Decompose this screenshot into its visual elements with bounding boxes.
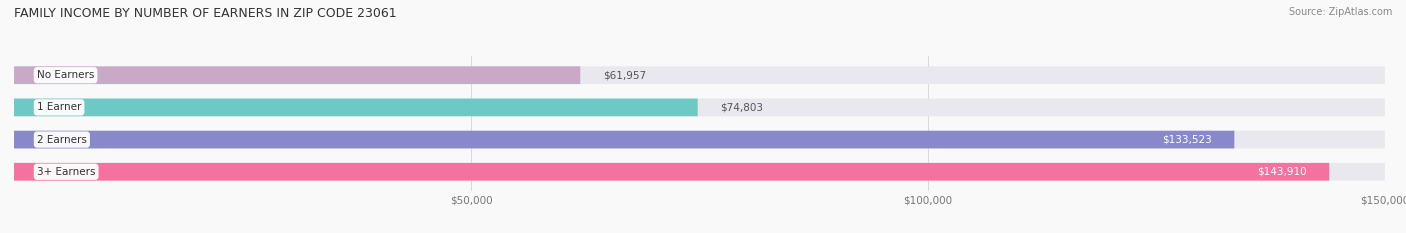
Text: 1 Earner: 1 Earner: [37, 102, 82, 112]
FancyBboxPatch shape: [14, 99, 1385, 116]
Text: $143,910: $143,910: [1257, 167, 1306, 177]
FancyBboxPatch shape: [14, 66, 581, 84]
FancyBboxPatch shape: [14, 131, 1385, 148]
Text: 2 Earners: 2 Earners: [37, 135, 87, 145]
FancyBboxPatch shape: [14, 163, 1385, 181]
Text: $74,803: $74,803: [720, 102, 763, 112]
FancyBboxPatch shape: [14, 131, 1234, 148]
FancyBboxPatch shape: [14, 163, 1329, 181]
Text: FAMILY INCOME BY NUMBER OF EARNERS IN ZIP CODE 23061: FAMILY INCOME BY NUMBER OF EARNERS IN ZI…: [14, 7, 396, 20]
FancyBboxPatch shape: [14, 66, 1385, 84]
Text: 3+ Earners: 3+ Earners: [37, 167, 96, 177]
Text: $133,523: $133,523: [1161, 135, 1212, 145]
Text: No Earners: No Earners: [37, 70, 94, 80]
FancyBboxPatch shape: [14, 99, 697, 116]
Text: Source: ZipAtlas.com: Source: ZipAtlas.com: [1288, 7, 1392, 17]
Text: $61,957: $61,957: [603, 70, 647, 80]
